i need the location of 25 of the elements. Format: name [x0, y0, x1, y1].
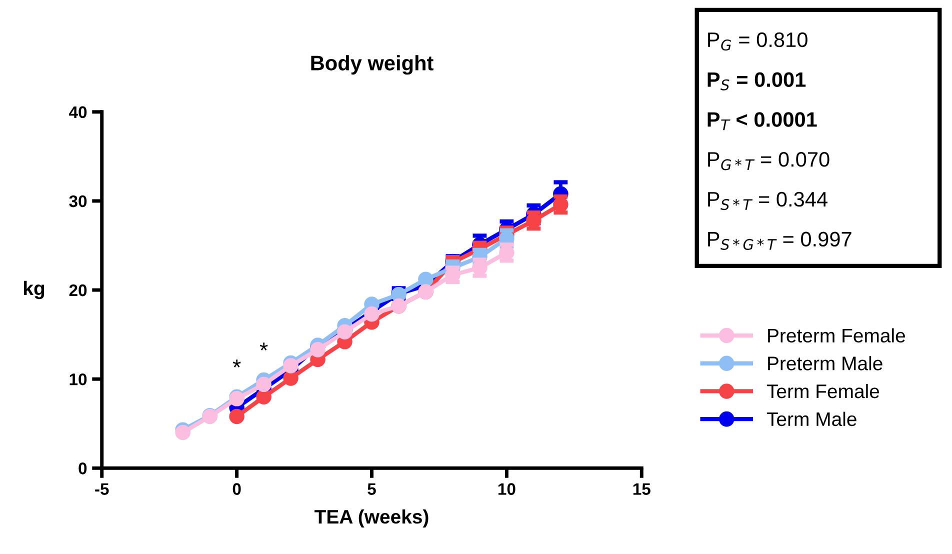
- text: P$_{G*T}$ = 0.070: [708, 152, 830, 170]
- legend-label: Term Female: [766, 384, 880, 398]
- y-tick-label: 30: [69, 195, 87, 208]
- annotation: *: [232, 360, 241, 368]
- legend-label: Preterm Male: [768, 356, 882, 370]
- x-tick-label: 10: [498, 483, 516, 495]
- legend-label: Preterm Female: [768, 328, 906, 343]
- x-tick-label: 0: [232, 483, 241, 495]
- text: P$_{S}$ = 0.001: [708, 72, 806, 90]
- x-tick-label: 15: [633, 483, 650, 495]
- x-tick-label: -5: [95, 483, 109, 495]
- x-tick-label: 5: [368, 483, 376, 495]
- text: P$_{T}$ < 0.0001: [708, 112, 817, 130]
- chart-title: Body weight: [311, 55, 434, 75]
- y-tick-label: 40: [68, 106, 87, 118]
- annotation: *: [260, 342, 268, 350]
- y-tick-label: 0: [78, 462, 87, 474]
- text: P$_{S*G*T}$ = 0.997: [708, 232, 852, 250]
- legend-label: Term Male: [766, 412, 856, 426]
- y-axis-title: kg: [24, 280, 44, 300]
- y-tick-label: 10: [70, 373, 87, 386]
- text: P$_{G}$ = 0.810: [708, 32, 808, 51]
- text: P$_{S*T}$ = 0.344: [708, 192, 828, 210]
- y-tick-label: 20: [69, 284, 87, 296]
- x-axis-title: TEA (weeks): [314, 509, 428, 528]
